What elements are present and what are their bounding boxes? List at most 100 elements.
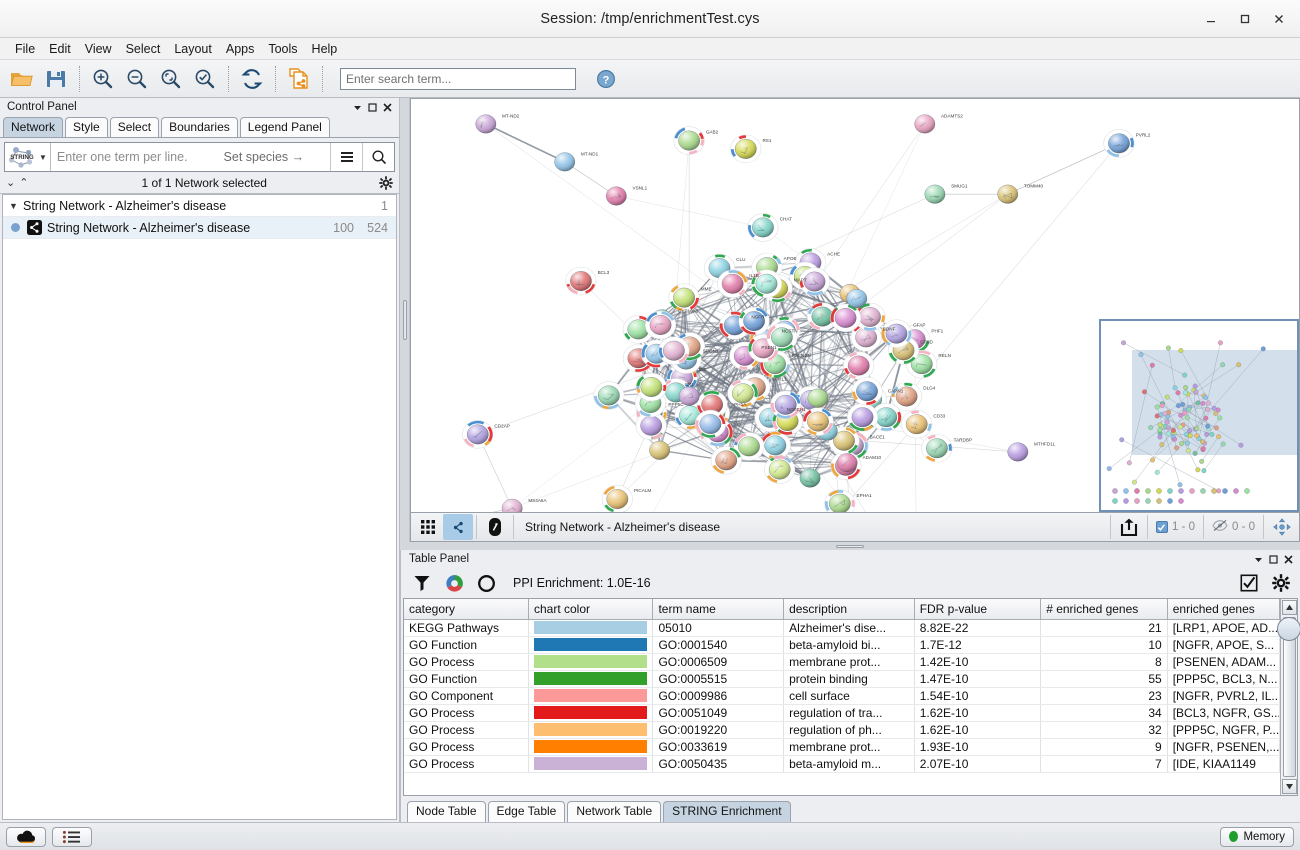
- network-node[interactable]: [770, 390, 802, 419]
- network-node-PVRL2[interactable]: [1103, 129, 1135, 158]
- share-network-icon[interactable]: [283, 63, 315, 95]
- network-node-GAB2[interactable]: [673, 126, 705, 155]
- col-fdr-pvalue[interactable]: FDR p-value: [914, 599, 1042, 620]
- network-node[interactable]: [799, 468, 821, 488]
- network-node-MTHFD1L[interactable]: [1007, 442, 1029, 462]
- ring-chart-icon[interactable]: [475, 571, 497, 595]
- network-canvas[interactable]: MT-ND2 MT-ND1 VSNL1 GAB2 RS1 CHAT ACHE ADAMTS2 S…: [410, 98, 1300, 512]
- network-node[interactable]: [649, 440, 670, 460]
- network-tree-item[interactable]: String Network - Alzheimer's disease 100…: [3, 217, 396, 239]
- network-node[interactable]: [851, 377, 883, 406]
- table-row[interactable]: GO Process GO:0050435 beta-amyloid m... 2.0…: [404, 755, 1280, 773]
- task-list-icon[interactable]: [52, 826, 92, 847]
- network-node[interactable]: [807, 388, 829, 408]
- table-row[interactable]: GO Process GO:0051049 regulation of tra...…: [404, 704, 1280, 722]
- network-node-TOMM40[interactable]: [997, 184, 1019, 204]
- expand-all-icon[interactable]: ⌃: [19, 177, 29, 189]
- table-row[interactable]: GO Function GO:0001540 beta-amyloid bi... 1…: [404, 636, 1280, 654]
- col-category[interactable]: category: [404, 599, 529, 620]
- network-node-RS1[interactable]: [730, 134, 762, 164]
- network-node-VSNL1[interactable]: [605, 186, 627, 206]
- network-node-MS4A6A[interactable]: [501, 498, 523, 512]
- network-node[interactable]: [802, 407, 834, 436]
- zoom-selected-icon[interactable]: [189, 63, 221, 95]
- export-icon[interactable]: [1114, 514, 1144, 540]
- network-node[interactable]: [738, 306, 770, 336]
- col-enriched-count[interactable]: # enriched genes: [1040, 599, 1168, 620]
- network-node-ADAMTS2[interactable]: [914, 114, 936, 134]
- settings-gear-icon[interactable]: [1270, 571, 1292, 595]
- table-panel-menu-icon[interactable]: [1251, 552, 1266, 567]
- network-node[interactable]: [759, 431, 791, 460]
- network-node[interactable]: [658, 336, 690, 365]
- minimize-button[interactable]: [1194, 4, 1228, 34]
- menu-help[interactable]: Help: [311, 41, 338, 56]
- network-tree-root[interactable]: ▼ String Network - Alzheimer's disease 1: [3, 195, 396, 217]
- maximize-button[interactable]: [1228, 4, 1262, 34]
- tab-boundaries[interactable]: Boundaries: [161, 117, 238, 137]
- network-node-GFAP[interactable]: [880, 319, 912, 348]
- network-node[interactable]: [836, 453, 858, 473]
- scroll-down-arrow-icon[interactable]: [1281, 779, 1297, 794]
- enrichment-table-scroll[interactable]: category chart color term name descripti…: [404, 599, 1280, 795]
- vertical-split-handle[interactable]: [400, 98, 410, 542]
- string-species-caret-icon[interactable]: ▼: [39, 152, 47, 162]
- select-all-icon[interactable]: [1238, 571, 1260, 595]
- network-node[interactable]: [678, 386, 700, 406]
- menu-select[interactable]: Select: [125, 41, 161, 56]
- scroll-up-arrow-icon[interactable]: [1281, 600, 1297, 615]
- network-node[interactable]: [645, 310, 677, 340]
- control-panel-menu-icon[interactable]: [350, 100, 365, 115]
- network-node-CTSD[interactable]: [888, 336, 920, 365]
- table-panel-close-icon[interactable]: [1281, 552, 1296, 567]
- network-node-TARDBP[interactable]: [921, 434, 953, 463]
- menu-view[interactable]: View: [84, 41, 112, 56]
- network-node[interactable]: [764, 455, 796, 484]
- table-vertical-scrollbar[interactable]: [1277, 599, 1300, 795]
- network-graph[interactable]: MT-ND2 MT-ND1 VSNL1 GAB2 RS1 CHAT ACHE ADAMTS2 S…: [411, 99, 1299, 512]
- network-node[interactable]: [846, 289, 868, 308]
- network-node[interactable]: [710, 446, 742, 475]
- collapse-all-icon[interactable]: ⌄: [6, 177, 16, 189]
- zoom-fit-icon[interactable]: [155, 63, 187, 95]
- network-node-CHAT[interactable]: [747, 213, 779, 242]
- tab-network-table[interactable]: Network Table: [567, 801, 662, 822]
- network-node-MT-ND1[interactable]: [554, 152, 576, 172]
- network-node[interactable]: [635, 411, 667, 440]
- open-folder-icon[interactable]: [6, 63, 38, 95]
- tab-legend-panel[interactable]: Legend Panel: [239, 117, 330, 137]
- network-node-SMUG1[interactable]: [924, 184, 946, 204]
- network-node-DLG4[interactable]: [891, 382, 923, 411]
- set-species-link[interactable]: Set species →: [223, 150, 305, 164]
- network-node[interactable]: [854, 302, 886, 332]
- zoom-out-icon[interactable]: [121, 63, 153, 95]
- network-node-PICALM[interactable]: [601, 484, 633, 512]
- tab-select[interactable]: Select: [109, 117, 160, 137]
- filter-icon[interactable]: [411, 571, 433, 595]
- table-row[interactable]: GO Component GO:0009986 cell surface 1.54E-…: [404, 687, 1280, 705]
- close-button[interactable]: [1262, 4, 1296, 34]
- string-logo-icon[interactable]: STRING: [5, 143, 39, 171]
- network-settings-gear-icon[interactable]: [378, 175, 393, 190]
- table-row[interactable]: GO Process GO:0019220 regulation of ph... 1…: [404, 721, 1280, 739]
- string-term-input[interactable]: Enter one term per line. Set species →: [49, 143, 330, 171]
- control-panel-float-icon[interactable]: [365, 100, 380, 115]
- tree-expand-caret-icon[interactable]: ▼: [9, 200, 18, 211]
- tab-edge-table[interactable]: Edge Table: [487, 801, 566, 822]
- col-chart-color[interactable]: chart color: [528, 599, 654, 620]
- network-node[interactable]: [593, 381, 625, 410]
- network-node[interactable]: [847, 403, 879, 432]
- col-enriched-genes[interactable]: enriched genes: [1167, 599, 1280, 620]
- menu-edit[interactable]: Edit: [49, 41, 71, 56]
- memory-status-button[interactable]: Memory: [1220, 826, 1294, 847]
- string-search-icon[interactable]: [362, 143, 394, 171]
- menu-layout[interactable]: Layout: [174, 41, 212, 56]
- control-panel-close-icon[interactable]: [380, 100, 395, 115]
- network-node[interactable]: [870, 403, 902, 432]
- network-node-BCL3[interactable]: [565, 266, 597, 296]
- help-icon[interactable]: ?: [590, 63, 622, 95]
- horizontal-split-handle[interactable]: [400, 542, 1300, 550]
- tab-node-table[interactable]: Node Table: [407, 801, 486, 822]
- network-node[interactable]: [830, 303, 862, 333]
- network-node-IL1B[interactable]: [717, 269, 749, 298]
